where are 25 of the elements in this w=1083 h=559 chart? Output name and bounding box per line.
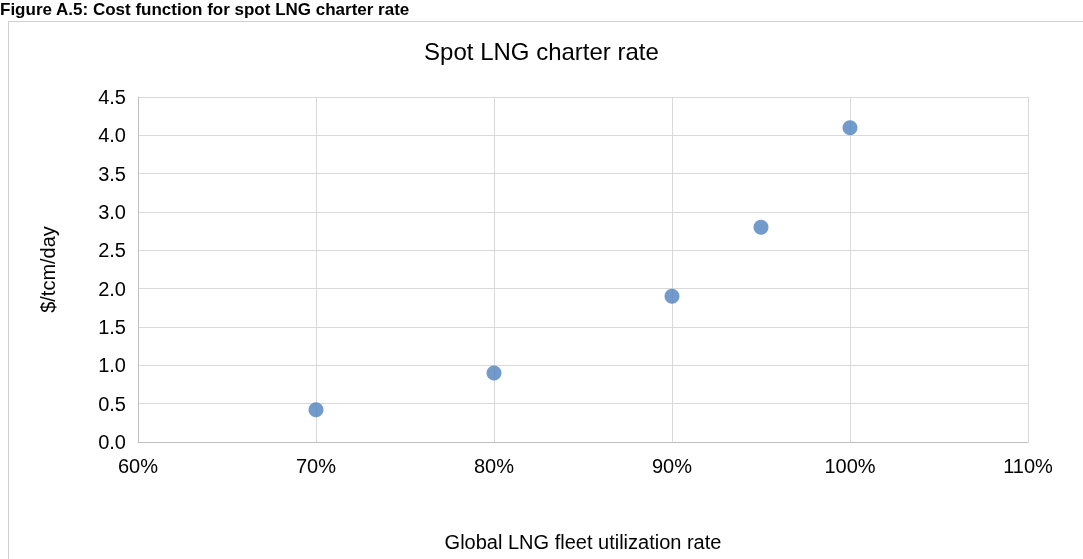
x-tick-label: 60%	[117, 455, 159, 477]
y-tick-label: 3.0	[98, 201, 126, 223]
point	[486, 365, 502, 381]
x-tick-label: 90%	[651, 455, 693, 477]
x-tick-label: 100%	[824, 455, 876, 477]
y-tick-label: 0.0	[98, 431, 126, 453]
point	[753, 219, 769, 235]
point	[308, 402, 324, 418]
y-tick-label: 3.5	[98, 162, 126, 185]
point	[842, 120, 858, 136]
x-tick-label: 110%	[1003, 455, 1054, 477]
y-tick-label: 2.5	[98, 239, 126, 262]
y-tick-label: 4.5	[98, 86, 126, 108]
chart-title: Spot LNG charter rate	[424, 37, 659, 65]
y-axis-title: $/tcm/day	[37, 226, 59, 313]
y-tick-label: 4.0	[98, 124, 126, 147]
y-tick-label: 1.0	[98, 354, 126, 377]
y-tick-label: 2.0	[98, 277, 126, 300]
x-tick-label: 70%	[295, 455, 337, 477]
y-tick-label: 0.5	[98, 392, 126, 415]
x-axis-title: Global LNG fleet utilization rate	[444, 531, 722, 553]
point	[664, 288, 680, 304]
text: Figure A.5: Cost function for spot LNG charter rate	[0, 0, 410, 20]
y-tick-label: 1.5	[98, 316, 126, 338]
x-tick-label: 80%	[473, 455, 515, 477]
